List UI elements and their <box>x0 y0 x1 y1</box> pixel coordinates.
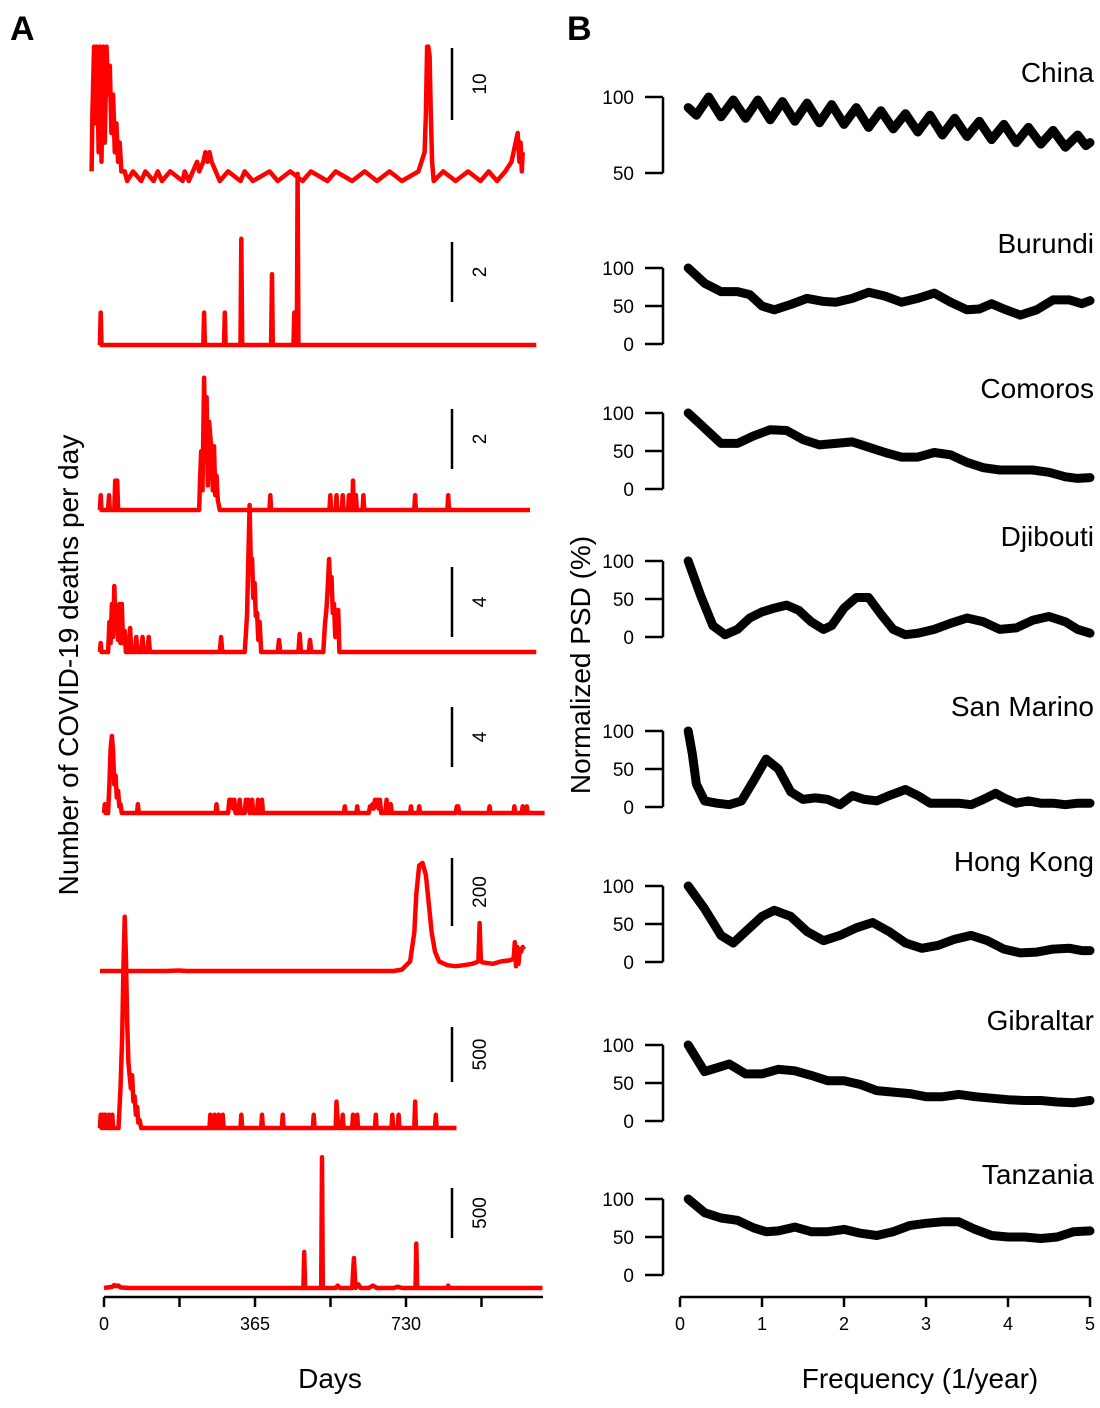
psd-y-tick-label: 50 <box>613 1074 634 1095</box>
death-series-line <box>103 1154 543 1291</box>
psd-y-tick-label: 100 <box>602 552 634 573</box>
panel-a-x-axis-title: Days <box>298 1363 362 1394</box>
psd-trace-8: 100 50 0 Tanzania <box>602 1159 1095 1287</box>
death-series-line <box>101 733 545 816</box>
psd-trace-1: 100 50 China <box>602 57 1095 185</box>
panel-a-x-axis: 0 365 730 <box>99 1295 543 1334</box>
x-tick-label: 365 <box>240 1314 270 1334</box>
scale-bar-label: 500 <box>470 1197 491 1229</box>
psd-series-line <box>683 726 1095 810</box>
country-label: Gibraltar <box>987 1005 1094 1036</box>
panel-b-traces: 100 50 China 100 50 0 Burundi 100 50 0 Comoros 100 5… <box>602 57 1095 1287</box>
death-series-line <box>99 860 526 974</box>
psd-y-tick-label: 50 <box>613 164 634 185</box>
x-tick-label: 0 <box>99 1314 109 1334</box>
psd-y-tick-label: 50 <box>613 297 634 318</box>
psd-y-tick-label: 50 <box>613 1228 634 1249</box>
psd-y-tick-label: 0 <box>623 1266 634 1287</box>
x-tick-label: 4 <box>1003 1314 1013 1334</box>
panel-a-traces: 10 2 2 4 4 200 500 500 <box>89 44 545 1291</box>
country-label: Burundi <box>997 228 1094 259</box>
x-tick-label: 5 <box>1085 1314 1095 1334</box>
country-label: Comoros <box>980 373 1094 404</box>
death-trace-2: 2 <box>97 171 537 348</box>
psd-series-line <box>683 1194 1095 1243</box>
psd-y-tick-label: 0 <box>623 335 634 356</box>
psd-series-line <box>683 263 1095 320</box>
psd-y-tick-label: 100 <box>602 1190 634 1211</box>
panel-a-y-axis-title: Number of COVID-19 deaths per day <box>53 435 84 896</box>
psd-series-line <box>683 1040 1095 1108</box>
death-series-line <box>97 914 457 1131</box>
death-series-line <box>97 502 537 655</box>
psd-y-tick-label: 100 <box>602 1036 634 1057</box>
death-trace-4: 4 <box>97 502 537 655</box>
scale-bar-label: 200 <box>470 876 491 908</box>
scale-bar-label: 2 <box>470 434 491 445</box>
psd-y-tick-label: 100 <box>602 259 634 280</box>
country-label: Djibouti <box>1001 521 1094 552</box>
scale-bar-label: 4 <box>470 596 491 607</box>
psd-y-tick-label: 100 <box>602 404 634 425</box>
psd-y-tick-label: 50 <box>613 760 634 781</box>
psd-y-tick-label: 50 <box>613 442 634 463</box>
psd-y-tick-label: 0 <box>623 1112 634 1133</box>
x-tick-label: 0 <box>675 1314 685 1334</box>
country-label: San Marino <box>951 691 1094 722</box>
x-tick-label: 3 <box>921 1314 931 1334</box>
scale-bar-label: 4 <box>470 731 491 742</box>
death-trace-5: 4 <box>101 707 545 816</box>
country-label: Hong Kong <box>954 846 1094 877</box>
psd-trace-5: 100 50 0 San Marino <box>602 691 1095 819</box>
psd-y-tick-label: 100 <box>602 877 634 898</box>
psd-trace-2: 100 50 0 Burundi <box>602 228 1095 356</box>
psd-y-tick-label: 0 <box>623 628 634 649</box>
x-tick-label: 2 <box>839 1314 849 1334</box>
psd-y-tick-label: 50 <box>613 590 634 611</box>
psd-series-line <box>683 556 1095 640</box>
psd-trace-4: 100 50 0 Djibouti <box>602 521 1095 649</box>
panel-label-b: B <box>567 10 592 48</box>
psd-y-tick-label: 0 <box>623 798 634 819</box>
panel-label-a: A <box>10 10 35 48</box>
psd-y-tick-label: 50 <box>613 915 634 936</box>
scale-bar-label: 2 <box>470 267 491 278</box>
country-label: Tanzania <box>982 1159 1095 1190</box>
psd-y-tick-label: 100 <box>602 722 634 743</box>
death-trace-1: 10 <box>89 44 525 184</box>
psd-y-tick-label: 0 <box>623 480 634 501</box>
psd-series-line <box>683 881 1095 958</box>
panel-b-x-axis: 0 1 2 3 4 5 <box>675 1295 1095 1334</box>
psd-y-tick-label: 100 <box>602 88 634 109</box>
psd-trace-6: 100 50 0 Hong Kong <box>602 846 1095 974</box>
death-series-line <box>89 44 525 184</box>
death-trace-7: 500 <box>97 914 491 1131</box>
psd-y-tick-label: 0 <box>623 953 634 974</box>
panel-b-x-axis-title: Frequency (1/year) <box>802 1363 1039 1394</box>
panel-b-y-axis-title: Normalized PSD (%) <box>565 536 596 794</box>
death-trace-6: 200 <box>99 858 526 974</box>
psd-series-line <box>683 92 1095 152</box>
death-trace-3: 2 <box>97 375 531 513</box>
psd-series-line <box>683 408 1095 483</box>
x-tick-label: 730 <box>391 1314 421 1334</box>
scale-bar-label: 500 <box>470 1039 491 1071</box>
scale-bar-label: 10 <box>470 73 491 94</box>
country-label: China <box>1021 57 1095 88</box>
psd-trace-7: 100 50 0 Gibraltar <box>602 1005 1095 1133</box>
psd-trace-3: 100 50 0 Comoros <box>602 373 1095 501</box>
death-series-line <box>97 171 537 348</box>
death-series-line <box>97 375 531 513</box>
x-tick-label: 1 <box>757 1314 767 1334</box>
death-trace-8: 500 <box>103 1154 543 1291</box>
